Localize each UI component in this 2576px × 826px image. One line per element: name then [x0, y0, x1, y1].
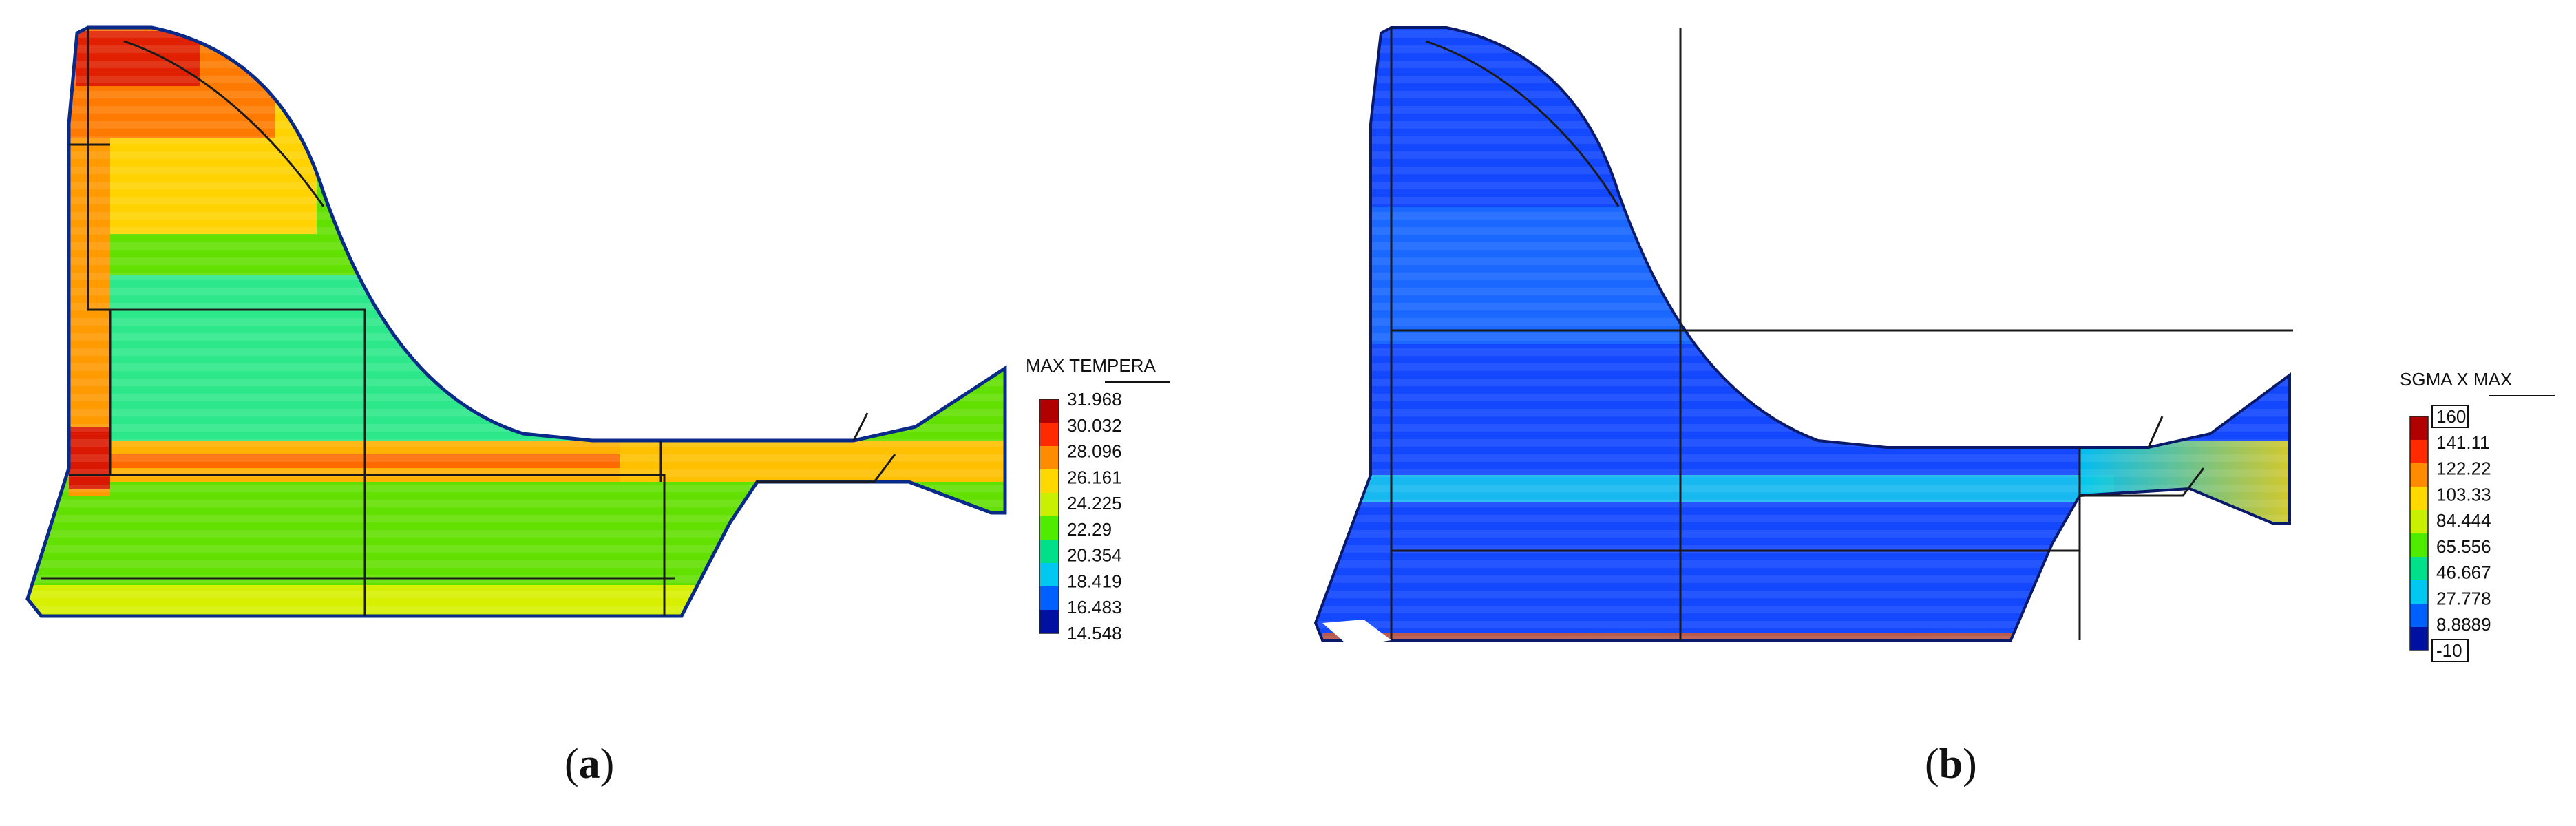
legend-tick-label: 122.22	[2436, 458, 2491, 479]
legend-tick-label: 160	[2436, 406, 2466, 427]
legend-swatch	[2410, 487, 2428, 511]
legend-tick-label: 8.8889	[2436, 614, 2491, 635]
dam-body-a	[28, 28, 1005, 616]
legend-tick-label: 46.667	[2436, 562, 2491, 583]
legend-tick-label: 30.032	[1067, 415, 1122, 436]
legend-tick-label: 24.225	[1067, 493, 1122, 513]
legend-swatch	[2410, 510, 2428, 534]
legend-a: MAX TEMPERA 31.968 30.032 28.096 26.161 24.2…	[1026, 355, 1170, 644]
legend-tick-label: 14.548	[1067, 623, 1122, 644]
legend-tick-label: 103.33	[2436, 484, 2491, 505]
legend-swatch	[1039, 423, 1059, 447]
legend-tick-label: 27.778	[2436, 588, 2491, 608]
legend-swatch	[1039, 540, 1059, 564]
legend-tick-label: 84.444	[2436, 510, 2491, 531]
legend-swatch	[2410, 580, 2428, 604]
legend-tick-label: 141.11	[2436, 432, 2490, 453]
legend-swatch	[2410, 557, 2428, 581]
legend-tick-label: 26.161	[1067, 467, 1122, 487]
dam-body-b	[1316, 28, 2290, 640]
caption-a: (a)	[564, 741, 615, 787]
legend-swatch	[1039, 446, 1059, 470]
legend-tick-label: 18.419	[1067, 571, 1122, 591]
legend-b: SGMA X MAX 160 141.11 122.22 103.33 84.444 65…	[2400, 369, 2555, 662]
legend-range-box	[2431, 639, 2469, 662]
legend-swatch	[2410, 604, 2428, 628]
legend-swatch	[2410, 533, 2428, 558]
legend-swatch	[2410, 463, 2428, 487]
legend-swatch	[1039, 563, 1059, 587]
legend-swatch	[2410, 627, 2428, 651]
legend-tick-label: 20.354	[1067, 545, 1122, 566]
panel-b: SGMA X MAX 160 141.11 122.22 103.33 84.444 65…	[1288, 0, 2576, 826]
legend-tick-label: 22.29	[1067, 519, 1112, 540]
stress-contour-plot: SGMA X MAX 160 141.11 122.22 103.33 84.444 65…	[1314, 26, 2555, 662]
legend-title: SGMA X MAX	[2400, 369, 2512, 390]
legend-swatch	[2410, 440, 2428, 464]
temperature-contour-plot: MAX TEMPERA 31.968 30.032 28.096 26.161 24.2…	[0, 0, 1170, 644]
construction-joints-a	[41, 28, 896, 616]
legend-range-box	[2431, 405, 2469, 428]
caption-b: (b)	[1925, 741, 1977, 787]
legend-title: MAX TEMPERA	[1026, 355, 1156, 376]
panel-a: MAX TEMPERA 31.968 30.032 28.096 26.161 24.2…	[0, 0, 1170, 787]
legend-swatch	[1039, 469, 1059, 494]
legend-swatch	[2410, 416, 2428, 441]
construction-joints-b	[1390, 28, 2293, 640]
legend-swatch	[1039, 516, 1059, 540]
legend-tick-label: -10	[2436, 640, 2462, 661]
legend-tick-label: 31.968	[1067, 389, 1122, 410]
legend-swatch	[1039, 493, 1059, 517]
legend-swatch	[1039, 610, 1059, 634]
legend-swatch	[1039, 399, 1059, 423]
legend-swatch	[1039, 586, 1059, 611]
legend-tick-label: 65.556	[2436, 536, 2491, 557]
legend-tick-label: 28.096	[1067, 441, 1122, 462]
legend-tick-label: 16.483	[1067, 597, 1122, 617]
unstressed-notch	[1322, 620, 1391, 647]
